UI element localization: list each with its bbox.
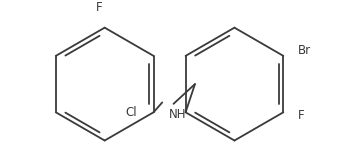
- Text: Br: Br: [298, 44, 311, 57]
- Text: Cl: Cl: [125, 106, 136, 119]
- Text: F: F: [298, 109, 304, 122]
- Text: NH: NH: [169, 108, 186, 121]
- Text: F: F: [96, 1, 102, 14]
